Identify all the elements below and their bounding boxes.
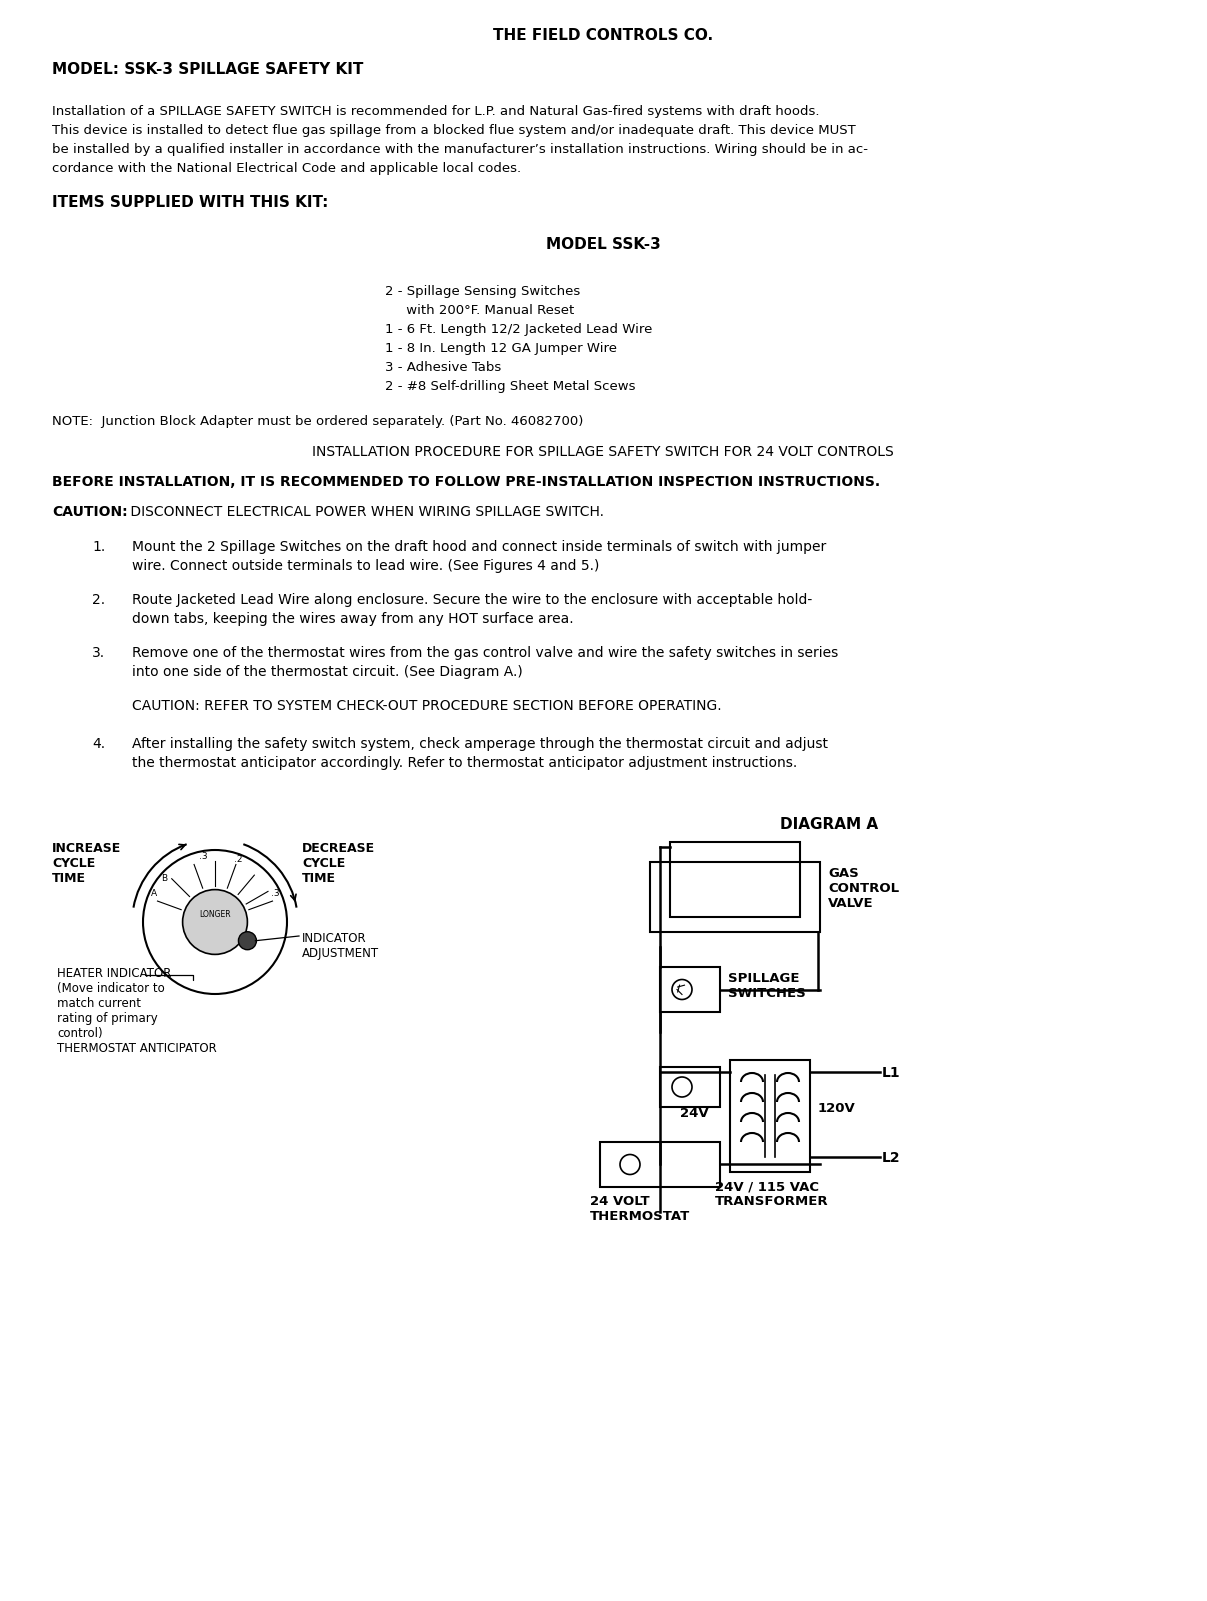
- Bar: [660, 967, 721, 1012]
- Text: After installing the safety switch system, check amperage through the thermostat: After installing the safety switch syste…: [132, 736, 828, 751]
- Bar: [660, 1066, 721, 1106]
- Text: NOTE:  Junction Block Adapter must be ordered separately. (Part No. 46082700): NOTE: Junction Block Adapter must be ord…: [52, 415, 583, 427]
- Text: MODEL: SSK-3 SPILLAGE SAFETY KIT: MODEL: SSK-3 SPILLAGE SAFETY KIT: [52, 62, 363, 77]
- Text: THE FIELD CONTROLS CO.: THE FIELD CONTROLS CO.: [492, 27, 713, 43]
- Text: 1.: 1.: [92, 540, 105, 554]
- Circle shape: [182, 890, 247, 954]
- Text: the thermostat anticipator accordingly. Refer to thermostat anticipator adjustme: the thermostat anticipator accordingly. …: [132, 756, 798, 770]
- Text: .3: .3: [272, 889, 280, 898]
- Text: wire. Connect outside terminals to lead wire. (See Figures 4 and 5.): wire. Connect outside terminals to lead …: [132, 559, 600, 573]
- Text: This device is installed to detect flue gas spillage from a blocked flue system : This device is installed to detect flue …: [52, 123, 856, 138]
- Text: CAUTION: REFER TO SYSTEM CHECK-OUT PROCEDURE SECTION BEFORE OPERATING.: CAUTION: REFER TO SYSTEM CHECK-OUT PROCE…: [132, 700, 722, 712]
- Text: 3 - Adhesive Tabs: 3 - Adhesive Tabs: [385, 360, 501, 375]
- Text: Installation of a SPILLAGE SAFETY SWITCH is recommended for L.P. and Natural Gas: Installation of a SPILLAGE SAFETY SWITCH…: [52, 106, 820, 118]
- Text: DISCONNECT ELECTRICAL POWER WHEN WIRING SPILLAGE SWITCH.: DISCONNECT ELECTRICAL POWER WHEN WIRING …: [126, 504, 604, 519]
- Text: B: B: [161, 874, 167, 884]
- Text: 120V: 120V: [818, 1101, 856, 1114]
- Bar: [600, 1142, 721, 1186]
- Text: INCREASE
CYCLE
TIME: INCREASE CYCLE TIME: [52, 842, 121, 885]
- Text: ITEMS SUPPLIED WITH THIS KIT:: ITEMS SUPPLIED WITH THIS KIT:: [52, 195, 328, 210]
- Text: be installed by a qualified installer in accordance with the manufacturer’s inst: be installed by a qualified installer in…: [52, 142, 868, 155]
- Text: DIAGRAM A: DIAGRAM A: [780, 817, 879, 833]
- Text: into one side of the thermostat circuit. (See Diagram A.): into one side of the thermostat circuit.…: [132, 664, 523, 679]
- Text: 24 VOLT
THERMOSTAT: 24 VOLT THERMOSTAT: [590, 1194, 690, 1223]
- Text: with 200°F. Manual Reset: with 200°F. Manual Reset: [385, 304, 575, 317]
- Text: L2: L2: [882, 1151, 900, 1166]
- Text: A: A: [151, 889, 157, 898]
- Text: 3.: 3.: [92, 645, 105, 660]
- Circle shape: [239, 932, 256, 949]
- Text: 2 - Spillage Sensing Switches: 2 - Spillage Sensing Switches: [385, 285, 581, 298]
- Text: cordance with the National Electrical Code and applicable local codes.: cordance with the National Electrical Co…: [52, 162, 521, 175]
- Text: .3: .3: [199, 852, 208, 861]
- Text: DECREASE
CYCLE
TIME: DECREASE CYCLE TIME: [302, 842, 375, 885]
- Text: 1 - 8 In. Length 12 GA Jumper Wire: 1 - 8 In. Length 12 GA Jumper Wire: [385, 343, 617, 355]
- Bar: [670, 842, 800, 917]
- Text: Remove one of the thermostat wires from the gas control valve and wire the safet: Remove one of the thermostat wires from …: [132, 645, 838, 660]
- Text: CAUTION:: CAUTION:: [52, 504, 128, 519]
- Text: INSTALLATION PROCEDURE FOR SPILLAGE SAFETY SWITCH FOR 24 VOLT CONTROLS: INSTALLATION PROCEDURE FOR SPILLAGE SAFE…: [313, 445, 894, 459]
- Text: L1: L1: [882, 1066, 900, 1081]
- Text: 1 - 6 Ft. Length 12/2 Jacketed Lead Wire: 1 - 6 Ft. Length 12/2 Jacketed Lead Wire: [385, 323, 652, 336]
- Text: BEFORE INSTALLATION, IT IS RECOMMENDED TO FOLLOW PRE-INSTALLATION INSPECTION INS: BEFORE INSTALLATION, IT IS RECOMMENDED T…: [52, 475, 880, 488]
- Text: Route Jacketed Lead Wire along enclosure. Secure the wire to the enclosure with : Route Jacketed Lead Wire along enclosure…: [132, 592, 812, 607]
- Text: GAS
CONTROL
VALVE: GAS CONTROL VALVE: [828, 868, 899, 909]
- Text: 2.: 2.: [92, 592, 105, 607]
- Text: down tabs, keeping the wires away from any HOT surface area.: down tabs, keeping the wires away from a…: [132, 612, 573, 626]
- Text: .2: .2: [234, 855, 243, 863]
- Text: 4.: 4.: [92, 736, 105, 751]
- Text: INDICATOR
ADJUSTMENT: INDICATOR ADJUSTMENT: [302, 932, 379, 961]
- Text: SPILLAGE
SWITCHES: SPILLAGE SWITCHES: [728, 972, 806, 1001]
- Text: 2 - #8 Self-drilling Sheet Metal Scews: 2 - #8 Self-drilling Sheet Metal Scews: [385, 379, 636, 392]
- Text: LONGER: LONGER: [199, 911, 231, 919]
- Bar: [730, 1060, 810, 1172]
- Text: 24V: 24V: [680, 1106, 709, 1121]
- Text: Mount the 2 Spillage Switches on the draft hood and connect inside terminals of : Mount the 2 Spillage Switches on the dra…: [132, 540, 827, 554]
- Text: HEATER INDICATOR
(Move indicator to
match current
rating of primary
control)
THE: HEATER INDICATOR (Move indicator to matc…: [57, 967, 217, 1055]
- Text: MODEL SSK-3: MODEL SSK-3: [546, 237, 660, 251]
- Text: 24V / 115 VAC
TRANSFORMER: 24V / 115 VAC TRANSFORMER: [715, 1180, 829, 1209]
- Bar: [651, 861, 820, 932]
